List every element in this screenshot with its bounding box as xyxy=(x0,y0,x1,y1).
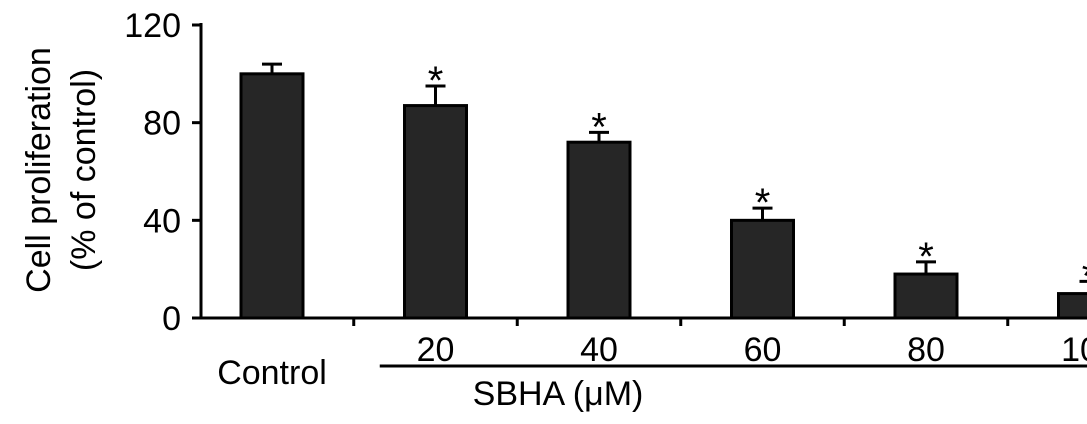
y-axis-title-line2: (% of control) xyxy=(65,69,103,271)
bar-40 xyxy=(566,140,632,320)
bar-control xyxy=(239,72,305,320)
category-label: 60 xyxy=(744,331,782,369)
category-label: 40 xyxy=(580,331,618,369)
significance-marker: * xyxy=(591,105,607,149)
bars: * * * * * xyxy=(239,59,1087,320)
significance-marker: * xyxy=(755,181,771,225)
y-tick-label: 40 xyxy=(143,202,181,240)
bar-60 xyxy=(730,218,795,320)
bar-20 xyxy=(403,104,468,320)
bar-100 xyxy=(1057,292,1087,320)
category-labels: Control 20 40 60 80 100 xyxy=(217,331,1087,392)
y-tick-label: 120 xyxy=(124,7,181,45)
significance-marker: * xyxy=(428,59,444,103)
category-label: Control xyxy=(217,354,327,392)
category-label: 80 xyxy=(907,331,945,369)
category-label: 20 xyxy=(417,331,455,369)
significance-marker: * xyxy=(918,235,934,279)
bar-80 xyxy=(893,272,959,320)
y-tick-label: 80 xyxy=(143,105,181,143)
group-label: SBHA (μM) xyxy=(473,375,644,413)
significance-marker: * xyxy=(1082,254,1087,298)
y-axis-ticks: 0 40 80 120 xyxy=(124,7,1010,338)
y-axis-title-line1: Cell proliferation xyxy=(20,47,58,293)
y-axis-title: Cell proliferation (% of control) xyxy=(20,47,103,293)
y-tick-label: 0 xyxy=(162,300,181,338)
category-label: 100 xyxy=(1061,331,1087,369)
